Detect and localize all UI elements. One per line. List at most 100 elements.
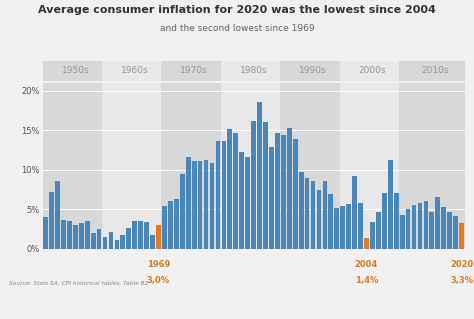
Bar: [162, 61, 221, 81]
Bar: [400, 215, 404, 249]
Bar: [394, 193, 399, 249]
Text: 2020: 2020: [450, 260, 473, 269]
Bar: [399, 83, 465, 249]
Bar: [67, 221, 72, 249]
Bar: [43, 83, 102, 249]
Bar: [216, 141, 220, 249]
Text: 1960s: 1960s: [121, 66, 148, 76]
Bar: [310, 181, 315, 249]
Bar: [346, 204, 351, 249]
Bar: [269, 147, 274, 249]
Bar: [245, 157, 250, 249]
Bar: [79, 223, 83, 249]
Bar: [376, 212, 381, 249]
Bar: [102, 83, 162, 249]
Bar: [91, 233, 96, 249]
Bar: [280, 83, 340, 249]
Bar: [280, 61, 340, 81]
Bar: [459, 223, 464, 249]
Text: 1970s: 1970s: [181, 66, 208, 76]
Bar: [322, 181, 327, 249]
Bar: [334, 208, 339, 249]
Bar: [192, 161, 197, 249]
Text: 1969: 1969: [147, 260, 170, 269]
Bar: [382, 193, 387, 249]
Bar: [340, 83, 399, 249]
Bar: [43, 217, 48, 249]
Bar: [162, 206, 167, 249]
Text: 2004: 2004: [355, 260, 378, 269]
Bar: [103, 237, 108, 249]
Bar: [352, 176, 357, 249]
Bar: [132, 221, 137, 249]
Bar: [429, 212, 434, 249]
Bar: [453, 216, 458, 249]
Bar: [204, 160, 209, 249]
Bar: [168, 201, 173, 249]
Bar: [263, 122, 268, 249]
Bar: [138, 221, 143, 249]
Bar: [239, 152, 244, 249]
Bar: [447, 212, 452, 249]
Bar: [328, 194, 333, 249]
Bar: [61, 219, 66, 249]
Text: 1950s: 1950s: [62, 66, 89, 76]
Bar: [102, 61, 162, 81]
Text: 2000s: 2000s: [359, 66, 386, 76]
Bar: [399, 61, 465, 81]
Bar: [257, 102, 262, 249]
Bar: [305, 178, 310, 249]
Bar: [85, 221, 90, 249]
Text: 3,0%: 3,0%: [147, 276, 170, 285]
Bar: [406, 209, 410, 249]
Bar: [287, 128, 292, 249]
Bar: [49, 192, 54, 249]
Text: 2010s: 2010s: [421, 66, 448, 76]
Bar: [364, 238, 369, 249]
Bar: [293, 139, 298, 249]
Bar: [156, 225, 161, 249]
Bar: [127, 228, 131, 249]
Bar: [43, 61, 102, 81]
Bar: [221, 141, 226, 249]
Bar: [144, 222, 149, 249]
Bar: [358, 203, 363, 249]
Bar: [299, 172, 303, 249]
Bar: [162, 83, 221, 249]
Bar: [340, 61, 399, 81]
Bar: [174, 199, 179, 249]
Bar: [418, 203, 422, 249]
Bar: [370, 222, 375, 249]
Bar: [228, 129, 232, 249]
Text: Average consumer inflation for 2020 was the lowest since 2004: Average consumer inflation for 2020 was …: [38, 5, 436, 15]
Text: Source: Stats SA, CPI historical tables, Table B2: Source: Stats SA, CPI historical tables,…: [9, 281, 149, 286]
Bar: [210, 163, 214, 249]
Bar: [109, 232, 113, 249]
Bar: [441, 207, 446, 249]
Bar: [115, 240, 119, 249]
Text: 1980s: 1980s: [240, 66, 267, 76]
Bar: [221, 83, 280, 249]
Text: 1,4%: 1,4%: [355, 276, 378, 285]
Bar: [97, 229, 101, 249]
Bar: [388, 160, 392, 249]
Bar: [281, 135, 286, 249]
Text: 1990s: 1990s: [299, 66, 327, 76]
Bar: [120, 235, 125, 249]
Bar: [340, 206, 345, 249]
Bar: [317, 190, 321, 249]
Text: and the second lowest since 1969: and the second lowest since 1969: [160, 24, 314, 33]
Bar: [436, 197, 440, 249]
Bar: [251, 121, 256, 249]
Bar: [233, 133, 238, 249]
Bar: [198, 161, 202, 249]
Bar: [275, 133, 280, 249]
Bar: [150, 234, 155, 249]
Bar: [180, 174, 185, 249]
Text: 3,3%: 3,3%: [450, 276, 473, 285]
Bar: [73, 225, 78, 249]
Bar: [411, 204, 416, 249]
Bar: [55, 181, 60, 249]
Bar: [424, 201, 428, 249]
Bar: [221, 61, 280, 81]
